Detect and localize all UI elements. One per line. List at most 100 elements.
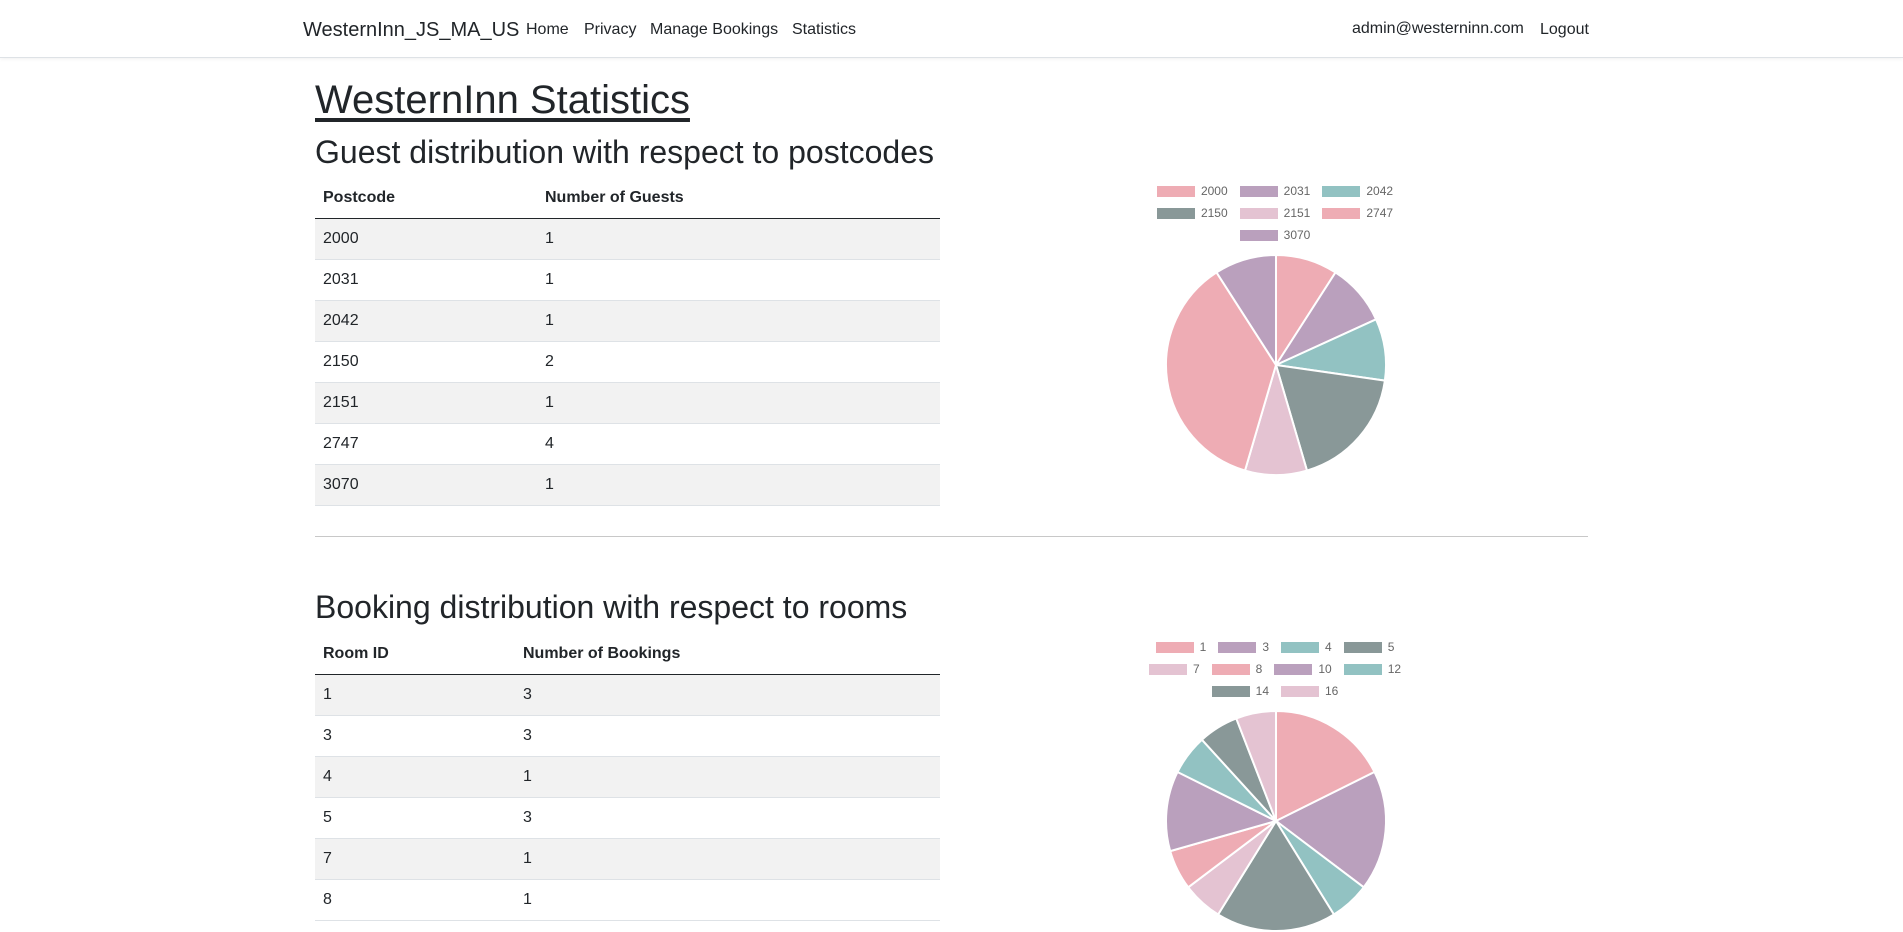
legend-item[interactable]: 14 xyxy=(1211,683,1269,699)
guest-count-cell: 1 xyxy=(537,464,940,506)
legend-label: 4 xyxy=(1325,640,1332,654)
table-row: 2031 1 xyxy=(315,259,940,301)
legend-item[interactable]: 2042 xyxy=(1322,183,1393,199)
room-id-cell: 8 xyxy=(315,879,515,921)
brand-link[interactable]: WesternInn_JS_MA_US xyxy=(303,19,520,41)
guest-count-cell: 1 xyxy=(537,382,940,424)
booking-pie-chart xyxy=(1165,709,1387,932)
legend-label: 2151 xyxy=(1283,206,1311,220)
legend-label: 1 xyxy=(1199,640,1207,654)
nav-manage-bookings-link[interactable]: Manage Bookings xyxy=(650,21,779,38)
legend-swatch xyxy=(1322,207,1361,219)
legend-item[interactable]: 7 xyxy=(1148,661,1200,677)
legend-label: 7 xyxy=(1192,662,1200,676)
room-id-cell: 1 xyxy=(315,674,515,716)
legend-swatch xyxy=(1156,185,1195,197)
legend-swatch xyxy=(1218,641,1257,653)
legend-swatch xyxy=(1211,663,1250,675)
legend-item[interactable]: 1 xyxy=(1155,639,1207,655)
pie-slice-3070[interactable] xyxy=(1215,253,1277,369)
postcode-cell: 2747 xyxy=(315,423,537,465)
table-row: 2042 1 xyxy=(315,300,940,342)
legend-label: 2042 xyxy=(1366,184,1394,198)
legend-item[interactable]: 16 xyxy=(1281,683,1338,699)
pie-slice-2150[interactable] xyxy=(1274,363,1387,472)
legend-item[interactable]: 5 xyxy=(1343,639,1395,655)
guest-chart-legend: 2000 2031 2042 2150 2151 2747 3070 xyxy=(1130,183,1420,243)
booking-count-cell: 3 xyxy=(515,797,940,839)
legend-item[interactable]: 3 xyxy=(1218,639,1269,655)
legend-item[interactable]: 10 xyxy=(1274,661,1332,677)
nav-statistics-link[interactable]: Statistics xyxy=(792,21,857,38)
legend-label: 10 xyxy=(1318,662,1332,676)
navbar: WesternInn_JS_MA_US Home Privacy Manage … xyxy=(0,0,1903,58)
legend-item[interactable]: 2747 xyxy=(1322,205,1393,221)
booking-count-cell: 3 xyxy=(515,674,940,716)
postcode-cell: 2042 xyxy=(315,300,537,342)
booking-section-title: Booking distribution with respect to roo… xyxy=(315,589,908,625)
guest-count-cell: 1 xyxy=(537,300,940,342)
legend-swatch xyxy=(1343,641,1382,653)
room-id-cell: 4 xyxy=(315,756,515,798)
guest-pie-chart xyxy=(1165,253,1387,476)
pie-slice-2747[interactable] xyxy=(1165,271,1278,472)
guest-table: Postcode Number of Guests 2000 1 2031 1 20… xyxy=(315,178,940,506)
booking-count-cell: 1 xyxy=(515,756,940,798)
legend-label: 3070 xyxy=(1283,228,1311,242)
legend-label: 16 xyxy=(1325,684,1339,698)
page-title: WesternInn Statistics xyxy=(315,78,690,122)
booking-count-cell: 3 xyxy=(515,715,940,757)
legend-label: 2000 xyxy=(1200,184,1228,198)
table-row: 2150 2 xyxy=(315,341,940,383)
guest-count-cell: 2 xyxy=(537,341,940,383)
legend-item[interactable]: 2000 xyxy=(1156,183,1228,199)
legend-swatch xyxy=(1239,229,1278,241)
legend-label: 14 xyxy=(1255,684,1269,698)
pie-slice-1[interactable] xyxy=(1275,709,1376,823)
legend-label: 12 xyxy=(1387,662,1402,676)
legend-swatch xyxy=(1322,185,1361,197)
legend-item[interactable]: 3070 xyxy=(1239,227,1311,243)
legend-swatch xyxy=(1155,641,1194,653)
table-row: 3070 1 xyxy=(315,464,940,506)
legend-item[interactable]: 2150 xyxy=(1156,205,1228,221)
table-header-row: Room ID Number of Bookings xyxy=(315,634,940,675)
legend-label: 8 xyxy=(1255,662,1263,676)
legend-swatch xyxy=(1281,685,1319,697)
legend-label: 5 xyxy=(1387,640,1395,654)
postcode-cell: 3070 xyxy=(315,464,537,506)
room-id-cell: 5 xyxy=(315,797,515,839)
legend-item[interactable]: 4 xyxy=(1281,639,1332,655)
nav-privacy-link[interactable]: Privacy xyxy=(584,21,637,38)
user-email-link[interactable]: admin@westerninn.com xyxy=(1352,20,1524,37)
booking-chart-legend: 1 3 4 5 7 8 10 12 14 16 xyxy=(1130,639,1420,699)
legend-swatch xyxy=(1239,207,1278,219)
table-row: 2747 4 xyxy=(315,423,940,465)
table-header-row: Postcode Number of Guests xyxy=(315,178,940,219)
legend-label: 2747 xyxy=(1366,206,1394,220)
pie-slice-16[interactable] xyxy=(1234,709,1277,822)
legend-swatch xyxy=(1239,185,1278,197)
legend-item[interactable]: 12 xyxy=(1343,661,1402,677)
guest-count-cell: 4 xyxy=(537,423,940,465)
legend-item[interactable]: 8 xyxy=(1211,661,1263,677)
legend-item[interactable]: 2031 xyxy=(1239,183,1310,199)
legend-swatch xyxy=(1148,663,1187,675)
room-id-header: Room ID xyxy=(315,634,515,675)
postcode-cell: 2150 xyxy=(315,341,537,383)
pie-slice-10[interactable] xyxy=(1165,770,1279,853)
logout-link[interactable]: Logout xyxy=(1540,21,1589,38)
section-divider xyxy=(315,536,1588,537)
pie-slice-3[interactable] xyxy=(1274,770,1387,889)
postcode-cell: 2031 xyxy=(315,259,537,301)
guests-count-header: Number of Guests xyxy=(537,178,940,219)
nav-home-link[interactable]: Home xyxy=(526,21,569,38)
legend-item[interactable]: 2151 xyxy=(1239,205,1311,221)
room-id-cell: 7 xyxy=(315,838,515,880)
